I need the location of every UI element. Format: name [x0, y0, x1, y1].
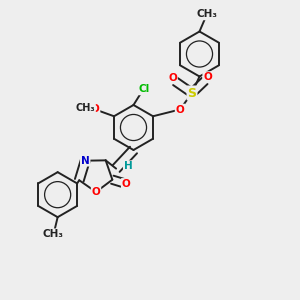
Text: O: O [92, 187, 100, 197]
Text: H: H [124, 161, 133, 171]
Text: CH₃: CH₃ [196, 9, 218, 20]
Text: O: O [122, 179, 130, 189]
Text: O: O [168, 73, 177, 83]
Text: O: O [176, 104, 184, 115]
Text: Cl: Cl [139, 84, 150, 94]
Text: CH₃: CH₃ [43, 229, 64, 239]
Text: CH₃: CH₃ [76, 103, 95, 113]
Text: O: O [203, 72, 212, 82]
Text: O: O [91, 104, 100, 114]
Text: S: S [188, 86, 196, 100]
Text: methoxy: methoxy [82, 101, 88, 103]
Text: N: N [81, 156, 90, 166]
